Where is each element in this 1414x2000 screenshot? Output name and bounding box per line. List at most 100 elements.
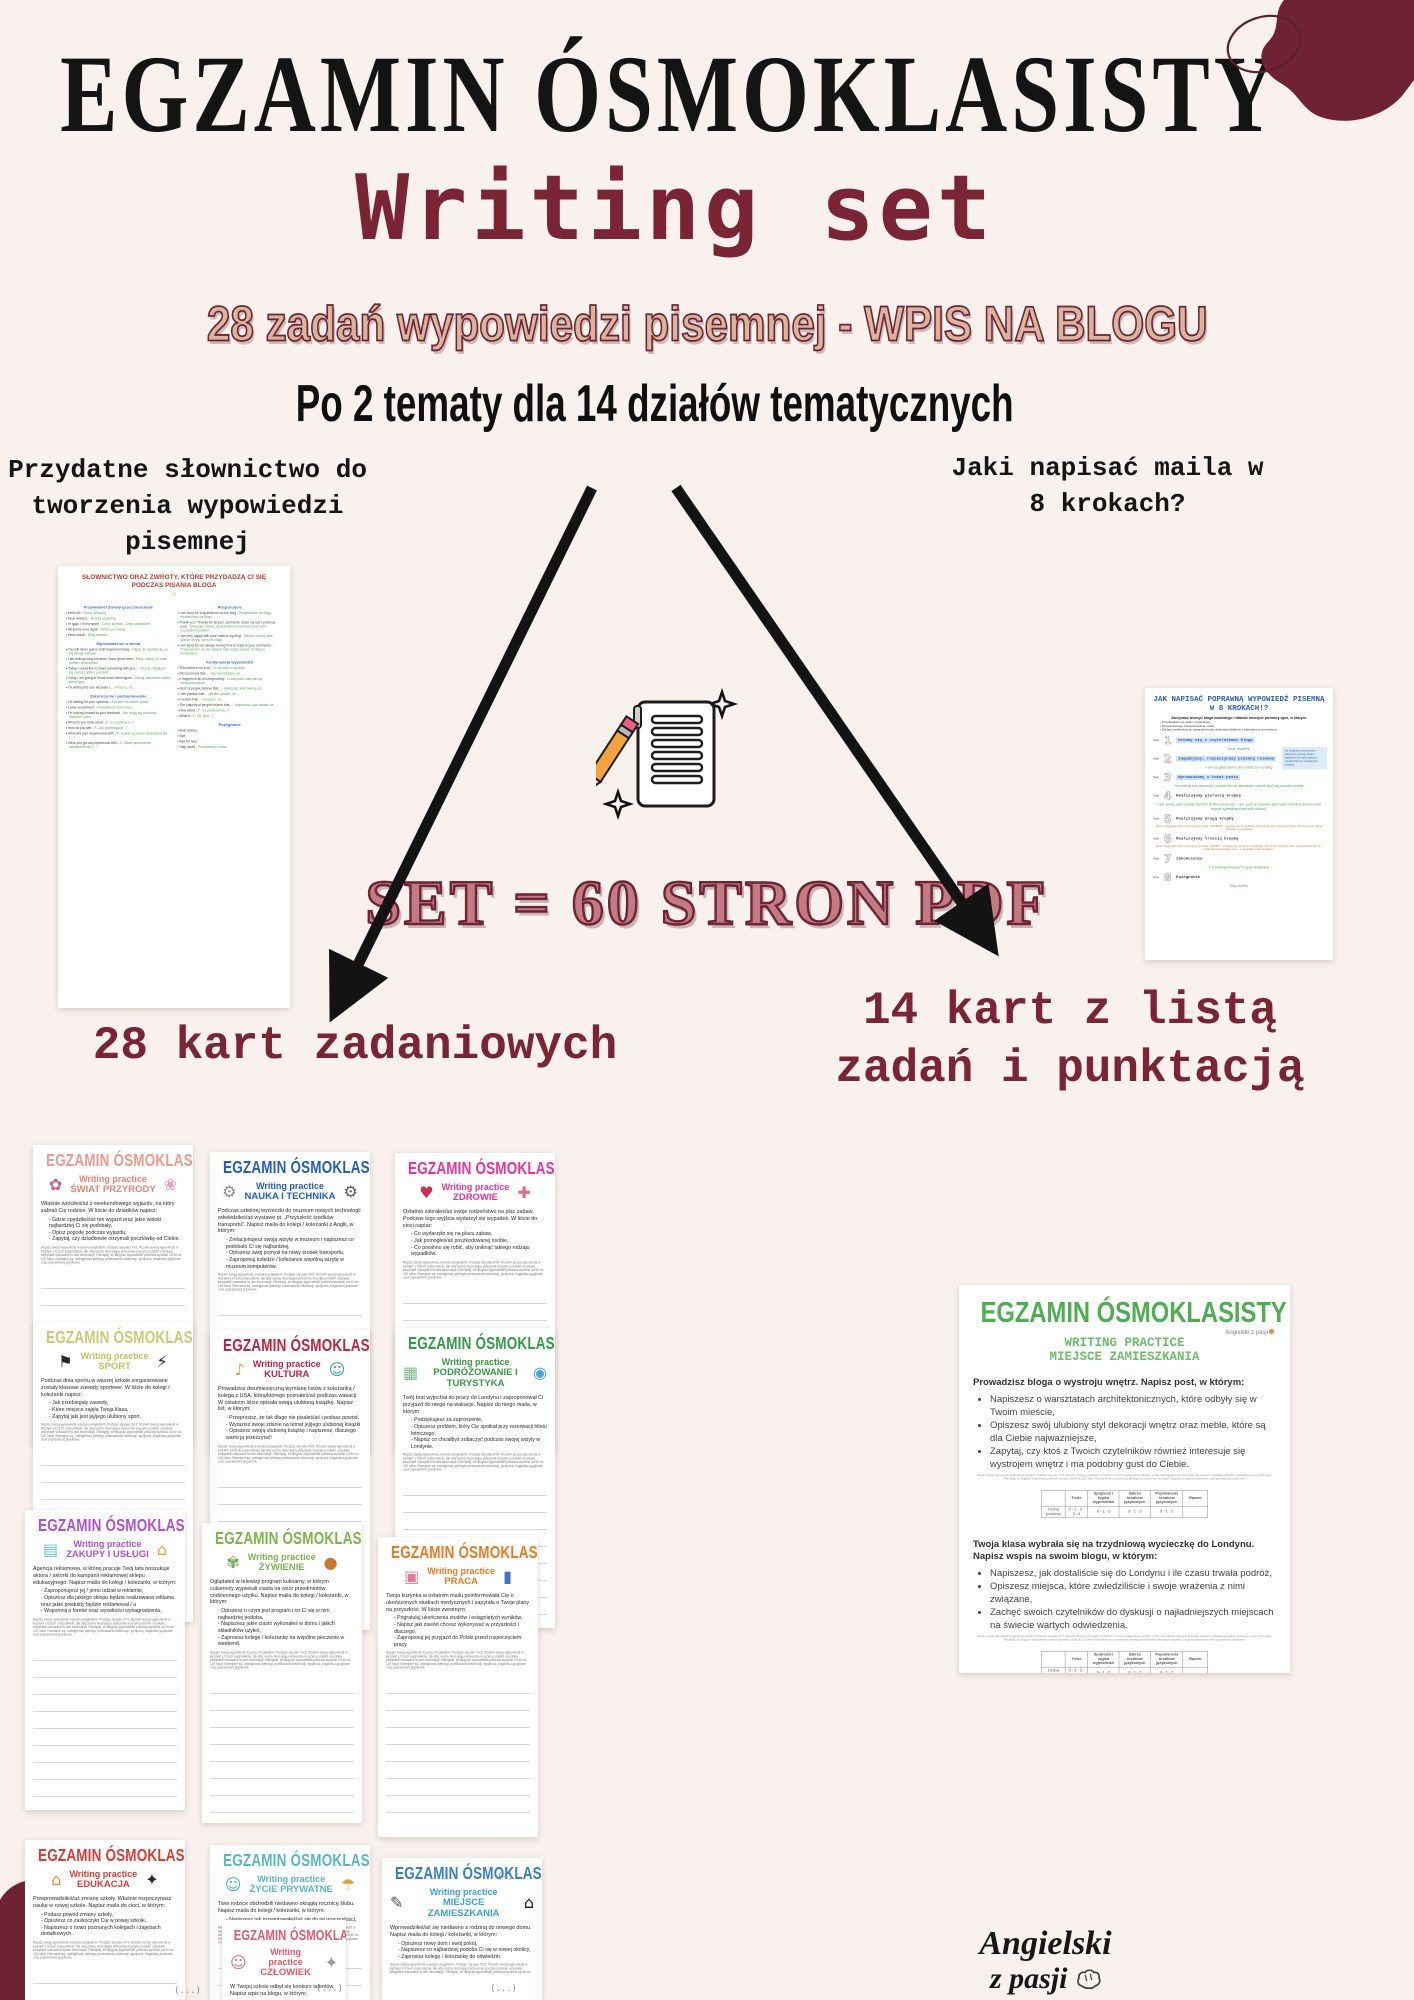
exam-note: Napisz swoją wypowiedź w języku angielsk… <box>210 1650 351 1670</box>
step-number: 8 <box>1164 871 1172 884</box>
vocab-translation: większość ludzi wierzy, że... <box>223 687 265 691</box>
step-number: 7 <box>1164 852 1172 865</box>
writing-practice-label: Writing practice <box>441 1357 510 1367</box>
task-text: Podczas dnia sportu w waszej szkole zorg… <box>41 1378 170 1398</box>
step-row: Step 4 Realizujemy pierwszą kropkę <box>1153 790 1325 801</box>
house-icon: ⌂ <box>523 1893 534 1912</box>
vocab-translation: Uważam, że... <box>203 698 224 702</box>
task-text: Przeprowadziłeś/aś zmianę szkoły. Właśni… <box>33 1896 172 1909</box>
task-bullets: Co wydarzyło się na placu zabaw,Jak pomo… <box>403 1231 547 1257</box>
task-bullet: Zaproponujesz jej / jemu udział w reklam… <box>41 1588 177 1595</box>
office-desk-icon: ▣ <box>404 1566 420 1586</box>
exam-note: Napisz swoją wypowiedź w języku angielsk… <box>976 1473 1273 1481</box>
ruled-lines <box>33 1966 177 1990</box>
arrow-down-right-icon <box>671 484 999 957</box>
ruled-lines <box>386 1677 530 1827</box>
scoring-value: 0 - 1 - 2 <box>1087 1505 1120 1518</box>
vocab-item: • How do you see...? - Jak postrzegacie.… <box>66 726 128 731</box>
task-bullet: Zapytaj jaki jest jej/jego ulubiony spor… <box>49 1414 185 1421</box>
writing-practice-label: Writing practice <box>79 1174 147 1184</box>
worksheet-card: EGZAMIN ÓSMOKLASISTY ✾ Writing practice … <box>202 1523 362 1823</box>
vocab-translation: Dzisiaj chciałbym się czymś z Wami podzi… <box>69 667 166 675</box>
step-label: Realizujemy drugą kropkę <box>1176 816 1234 822</box>
brand-logo: Angielski z pasji <box>979 1925 1112 1996</box>
vocab-item: • Welcome once again - Witam ponownie <box>66 628 126 632</box>
person-icon: ✦ <box>324 1952 338 1972</box>
scoring-table-col: Poprawność środków językowych <box>1150 1489 1184 1506</box>
task-bullet: Napiszesz co najbardziej podoba Ci się w… <box>398 1947 534 1954</box>
task-bullet: Opiszesz swoją ulubioną książkę i napisz… <box>226 1428 362 1441</box>
ruled-lines <box>390 1978 534 1990</box>
step-row: Step 6 Realizujemy trzecią kropkę <box>1153 832 1325 845</box>
page-title: EGZAMIN ÓSMOKLASISTY <box>60 32 1280 156</box>
folders-icon: ▮ <box>503 1566 512 1586</box>
exam-note: Napisz swoją wypowiedź w języku angielsk… <box>390 1963 531 1974</box>
step-word: Step <box>1153 837 1160 841</box>
scoring-table-col: Zakres środków językowych <box>1118 1489 1151 1506</box>
task-bullet: Zaproponuj jej przyjazd do Polski przed … <box>394 1635 530 1648</box>
worksheet-card-title: EGZAMIN ÓSMOKLASISTY <box>38 1846 185 1866</box>
step-number: 6 <box>1164 832 1172 845</box>
exam-note: Napisz swoją wypowiedź w języku angielsk… <box>41 1245 182 1265</box>
vocab-item: • I am very happy with your visits to my… <box>177 634 273 643</box>
vocab-item: • I am sorry for not always having time … <box>177 644 274 656</box>
worksheet-card: EGZAMIN ÓSMOKLASISTY ⌂ Writing practice … <box>25 1840 185 2000</box>
vocab-translation: Witam ponownie <box>101 628 126 632</box>
step-label: Zagadujemy, rozpoczynamy pisemną rozmowę <box>1176 756 1277 762</box>
vocab-item: • Hi guys / Hi everyone - Cześć kochani,… <box>66 622 151 627</box>
steps-intro-bullets: Przedstawisz się swoim czytelnikom,Opisz… <box>1160 721 1325 732</box>
topic-label: NAUKA I TECHNIKA <box>244 1191 336 1202</box>
vocab-item: • Did you know that... - czy wiedzieliśc… <box>177 672 243 676</box>
scoring-table-col: Razem <box>1182 1489 1208 1506</box>
step-word: Step <box>1153 738 1160 742</box>
writing-practice-label: Writing practice <box>429 1887 498 1897</box>
scoring-table-col: Razem <box>1182 1650 1208 1667</box>
topic-label: ŻYCIE PRYWATNE <box>249 1884 333 1895</box>
scoring-table-header-row: Treść Spójność i logika wypowiedzi Zakres … <box>1041 1650 1208 1667</box>
worksheet-card-subheader: ▤ Writing practice ZAKUPY I USŁUGI ⌂ <box>33 1539 177 1560</box>
vocab-section-header: Zakończenie / podsumowanie <box>90 694 147 699</box>
step-number: 3 <box>1164 771 1172 784</box>
worksheet-card-title: EGZAMIN ÓSMOKLASISTY <box>223 1158 370 1178</box>
task-text: Oglądałeś w telewizji program kulinarny,… <box>210 1579 349 1606</box>
topic-label: ZAKUPY I USŁUGI <box>66 1549 149 1560</box>
scoring-value <box>1182 1666 1208 1673</box>
vocab-item: • Bye for now, <box>177 740 198 744</box>
step-row: Step 2 Zagadujemy, rozpoczynamy pisemną ro… <box>1153 753 1325 764</box>
vocab-section-header: Rozpoczęcie <box>217 605 242 610</box>
task-bullet: Napiszesz jak przygotowałeś/aś się do te… <box>226 1917 362 1924</box>
task-bullet: Zaprosisz kolegę / koleżankę do odwiedzi… <box>398 1954 534 1961</box>
big-card-task-2: Twoja klasa wybrała się na trzydniową wy… <box>973 1539 1276 1673</box>
task-bullet: Opiszesz nowy dom i swój pokój, <box>398 1941 534 1948</box>
tagline-1: 28 zadań wypowiedzi pisemnej - WPIS NA B… <box>206 296 1208 353</box>
page-marker: (...) <box>490 1984 518 1994</box>
vocab-item: • I am writing today because I have grea… <box>66 657 168 666</box>
writing-practice-label: Writing practice <box>257 1874 326 1884</box>
task-bullets: Napiszesz jak przygotowałeś/aś się do te… <box>218 1917 362 1924</box>
label-28-cards: 28 kart zadaniowych <box>92 1020 618 1072</box>
task-bullets: Gdzie spędziłeś/aś ten wyjazd oraz jakie… <box>41 1217 185 1243</box>
task-text: Twoi rodzice obchodzili niedawno okrągłą… <box>218 1901 355 1914</box>
step-row: Step 5 Realizujemy drugą kropkę <box>1153 813 1325 824</box>
step-word: Step <box>1153 875 1160 879</box>
big-worksheet-card: EGZAMIN ÓSMOKLASISTY Angielski z pasji W… <box>959 1285 1290 1673</box>
step-example: Stay tuned, <box>1229 883 1249 888</box>
exam-note: Napisz swoją wypowiedź w języku angielsk… <box>218 1273 359 1292</box>
topic-label: ŚWIAT PRZYRODY <box>70 1184 156 1195</box>
task-bullet: Jak pomogłeś/aś poszkodowanej osobie, <box>411 1238 547 1245</box>
worksheet-card-title: EGZAMIN ÓSMOKLASISTY <box>223 1336 370 1356</box>
step-number: 1 <box>1164 734 1172 747</box>
topic-label: KULTURA <box>264 1369 310 1380</box>
vocab-item: • Dear readers, - Drodzy czytelnicy <box>66 617 117 621</box>
vocab-translation: Większość ludzi uważa, że... <box>234 703 277 708</box>
task-bullets: Jak przebiegały zawody,Które miejsce zaj… <box>41 1400 185 1420</box>
writing-practice-label: Writing practice <box>441 1182 510 1192</box>
worksheet-card-subheader: ♪ Writing practice KULTURA ☺ <box>218 1359 362 1380</box>
worksheet-card-subheader: ♥ Writing practice ZDROWIE ✚ <box>403 1182 547 1203</box>
scoring-value: 0 - 1 - 2 <box>1118 1666 1151 1673</box>
vocab-translation: Witaj świecie! <box>87 633 108 638</box>
task-bullet: Wyrazisz swoje zdanie na temat jej/jego … <box>226 1422 362 1429</box>
step-label: Zakończenie <box>1176 856 1203 862</box>
vocab-item: • I reckon that... - Uważam, że... <box>177 698 224 702</box>
world-map-icon: ▦ <box>403 1363 419 1382</box>
